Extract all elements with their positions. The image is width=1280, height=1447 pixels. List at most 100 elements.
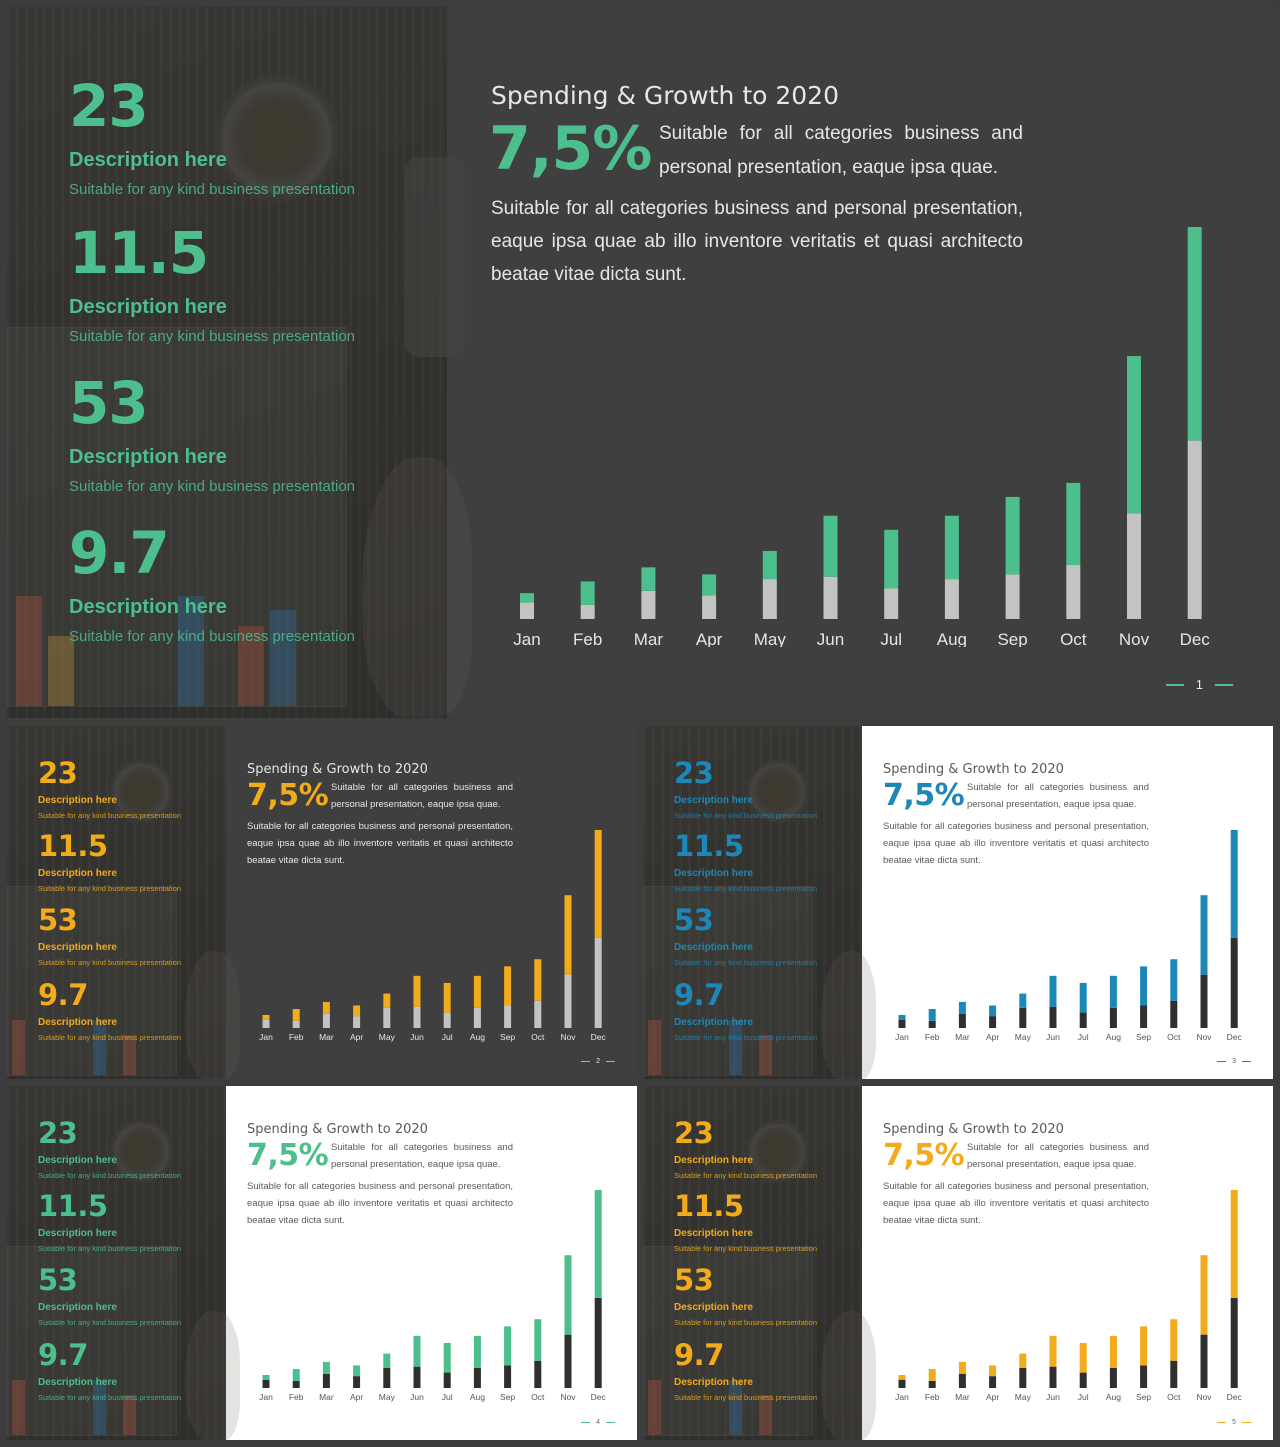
bar-base-sep (1140, 1005, 1148, 1028)
stat-heading: Description here (38, 1377, 117, 1388)
hand-image (185, 951, 240, 1079)
stat-block: 53 Description here Suitable for any kind … (674, 1263, 817, 1328)
bar-base-may (1019, 1367, 1027, 1388)
stat-heading: Description here (38, 1017, 117, 1028)
month-label: Oct (531, 1032, 545, 1042)
bar-base-feb (580, 604, 595, 619)
bar-base-jan (262, 1019, 270, 1028)
stat-block: 23 Description here Suitable for any kind … (38, 1119, 181, 1181)
stat-heading: Description here (674, 1377, 753, 1388)
bar-base-mar (641, 590, 656, 619)
bar-growth-sep (504, 966, 512, 1006)
month-label: Oct (531, 1392, 545, 1402)
slide-2[interactable]: 23 Description here Suitable for any kind … (7, 726, 637, 1079)
phone-image (405, 157, 465, 357)
bar-growth-sep (504, 1326, 512, 1366)
long-description: Suitable for all categories business and… (247, 1181, 513, 1226)
stat-heading: Description here (38, 1228, 117, 1239)
bar-growth-may (383, 993, 391, 1008)
bar-growth-dec (594, 830, 602, 938)
bar-base-dec (1230, 1297, 1238, 1388)
growth-percent: 7,5% (489, 114, 652, 184)
month-label: Apr (350, 1032, 363, 1042)
slide-3[interactable]: 23 Description here Suitable for any kind … (643, 726, 1273, 1079)
month-label: Jan (895, 1392, 909, 1402)
month-label: May (754, 630, 787, 647)
bar-base-jun (1049, 1006, 1057, 1028)
stat-heading: Description here (38, 942, 117, 953)
month-label: Oct (1167, 1392, 1181, 1402)
bar-base-jul (443, 1012, 451, 1028)
page-dash-left (1217, 1422, 1227, 1423)
month-label: Mar (955, 1032, 970, 1042)
page-number-label: 3 (1232, 1058, 1236, 1065)
stat-value: 9.7 (674, 1338, 724, 1372)
month-label: Aug (1106, 1032, 1121, 1042)
stat-subtitle: Suitable for any kind business presentat… (69, 181, 356, 198)
bar-base-aug (944, 579, 959, 619)
page-number: 3 (1217, 1058, 1251, 1065)
stat-heading: Description here (69, 596, 227, 618)
stat-value: 23 (674, 1116, 714, 1150)
month-label: Mar (955, 1392, 970, 1402)
growth-percent: 7,5% (883, 1138, 965, 1173)
stat-block: 11.5 Description here Suitable for any kin… (674, 1189, 817, 1254)
month-label: Oct (1060, 630, 1087, 647)
bar-base-oct (1066, 565, 1081, 619)
bar-growth-aug (1109, 975, 1117, 1008)
short-description: Suitable for all categories business and… (331, 1142, 513, 1170)
month-label: Jan (259, 1032, 273, 1042)
bar-growth-feb (580, 581, 595, 605)
bar-growth-oct (1066, 482, 1081, 566)
stat-heading: Description here (69, 296, 227, 318)
month-label: Sep (500, 1032, 515, 1042)
month-label: Aug (1106, 1392, 1121, 1402)
stat-subtitle: Suitable for any kind business presentat… (38, 884, 182, 893)
bar-growth-nov (564, 1255, 572, 1335)
month-label: Apr (350, 1392, 363, 1402)
page-number-label: 5 (1232, 1419, 1236, 1426)
bar-growth-feb (928, 1009, 936, 1021)
month-label: Jun (1046, 1392, 1060, 1402)
stat-value: 53 (674, 1263, 714, 1297)
month-label: May (379, 1392, 396, 1402)
stat-block: 9.7 Description here Suitable for any kind… (38, 1341, 181, 1403)
stat-heading: Description here (69, 446, 227, 468)
stat-block: 11.5 Description here Suitable for any kin… (674, 832, 817, 894)
slide-1[interactable]: 23 Description here Suitable for any kind … (7, 7, 1273, 718)
stat-value: 11.5 (674, 1189, 744, 1223)
bar-base-apr (353, 1376, 361, 1388)
bar-growth-mar (322, 1001, 330, 1014)
bar-growth-aug (1109, 1335, 1117, 1368)
slide-title: Spending & Growth to 2020 (491, 81, 839, 110)
stat-block: 11.5 Description here Suitable for any kin… (38, 1192, 181, 1254)
stat-block: 11.5 Description here Suitable for any kin… (38, 832, 182, 894)
month-label: Dec (1180, 630, 1211, 647)
bar-base-jan (898, 1379, 906, 1388)
stat-block: 23 Description here Suitable for any kind … (69, 77, 355, 198)
slide-4[interactable]: 23 Description here Suitable for any kind … (7, 1086, 637, 1440)
month-label: Apr (986, 1392, 999, 1402)
bar-growth-jan (898, 1374, 906, 1380)
bar-base-nov (564, 974, 572, 1028)
slide-5[interactable]: 23 Description here Suitable for any kind … (643, 1086, 1273, 1440)
short-description: Suitable for all categories business and… (967, 1142, 1149, 1170)
page-dash-left (581, 1422, 591, 1423)
stat-block: 9.7 Description here Suitable for any kind… (38, 981, 181, 1043)
bar-base-apr (353, 1016, 361, 1028)
bar-growth-nov (1200, 895, 1208, 975)
bar-growth-nov (564, 895, 572, 975)
long-description: Suitable for all categories business and… (491, 198, 1023, 285)
stat-subtitle: Suitable for any kind business presentat… (674, 958, 818, 967)
bar-base-sep (1005, 574, 1020, 619)
bar-growth-sep (1005, 496, 1020, 575)
bar-base-jun (1049, 1366, 1057, 1388)
month-label: Mar (319, 1032, 334, 1042)
month-label: Apr (696, 630, 723, 647)
bar-growth-mar (958, 1001, 966, 1014)
bar-growth-jun (1049, 975, 1057, 1007)
page-number-label: 2 (596, 1058, 600, 1065)
stat-subtitle: Suitable for any kind business presentat… (674, 1033, 818, 1042)
bar-growth-dec (594, 1190, 602, 1298)
month-label: Dec (591, 1032, 607, 1042)
